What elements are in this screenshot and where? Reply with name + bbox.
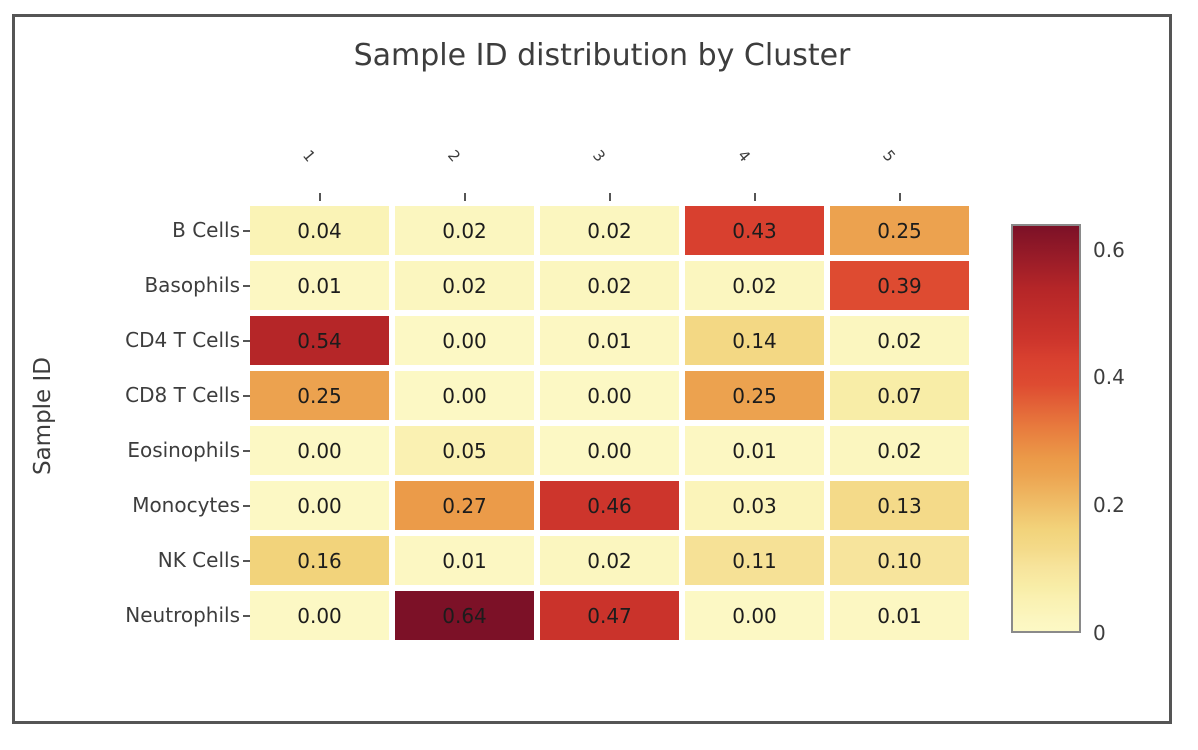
y-tick-mark xyxy=(243,449,250,452)
colorbar-tick-label: 0.4 xyxy=(1093,365,1125,390)
x-tick-mark xyxy=(608,193,611,201)
y-tick-mark xyxy=(243,614,250,617)
heatmap-cell: 0.39 xyxy=(830,261,969,310)
y-tick-label: CD8 T Cells xyxy=(125,383,240,407)
x-tick-mark xyxy=(753,193,756,201)
heatmap-cell: 0.25 xyxy=(250,371,389,420)
heatmap-cell: 0.46 xyxy=(540,481,679,530)
heatmap-cell: 0.02 xyxy=(395,261,534,310)
y-tick-label: CD4 T Cells xyxy=(125,328,240,352)
heatmap-cell: 0.00 xyxy=(250,591,389,640)
x-tick-mark xyxy=(463,193,466,201)
heatmap-cell: 0.00 xyxy=(540,371,679,420)
heatmap-cell: 0.02 xyxy=(395,206,534,255)
heatmap-cell: 0.01 xyxy=(685,426,824,475)
y-tick-mark xyxy=(243,339,250,342)
heatmap-cell: 0.01 xyxy=(830,591,969,640)
y-tick-label: Neutrophils xyxy=(125,603,240,627)
heatmap-cell: 0.54 xyxy=(250,316,389,365)
heatmap-cell: 0.27 xyxy=(395,481,534,530)
heatmap-cell: 0.02 xyxy=(540,536,679,585)
heatmap-cell: 0.03 xyxy=(685,481,824,530)
heatmap-cell: 0.25 xyxy=(685,371,824,420)
heatmap-cell: 0.01 xyxy=(540,316,679,365)
chart-title: Sample ID distribution by Cluster xyxy=(353,38,851,73)
heatmap-cell: 0.10 xyxy=(830,536,969,585)
heatmap-cell: 0.00 xyxy=(540,426,679,475)
colorbar xyxy=(1011,224,1081,633)
y-tick-mark xyxy=(243,504,250,507)
heatmap-cell: 0.01 xyxy=(250,261,389,310)
heatmap-cell: 0.02 xyxy=(830,426,969,475)
y-tick-label: NK Cells xyxy=(157,548,240,572)
y-tick-label: B Cells xyxy=(172,218,240,242)
y-tick-label: Basophils xyxy=(144,273,240,297)
heatmap-cell: 0.01 xyxy=(395,536,534,585)
heatmap-cell: 0.00 xyxy=(685,591,824,640)
heatmap-cell: 0.02 xyxy=(830,316,969,365)
y-tick-label: Eosinophils xyxy=(127,438,240,462)
y-tick-mark xyxy=(243,559,250,562)
heatmap-cell: 0.64 xyxy=(395,591,534,640)
heatmap-cell: 0.00 xyxy=(395,371,534,420)
heatmap-cell: 0.13 xyxy=(830,481,969,530)
heatmap-cell: 0.00 xyxy=(250,481,389,530)
heatmap-cell: 0.05 xyxy=(395,426,534,475)
x-tick-mark xyxy=(318,193,321,201)
heatmap-cell: 0.47 xyxy=(540,591,679,640)
heatmap-cell: 0.02 xyxy=(540,261,679,310)
colorbar-tick-label: 0.2 xyxy=(1093,493,1125,518)
colorbar-tick-label: 0 xyxy=(1093,621,1106,645)
x-tick-mark xyxy=(898,193,901,201)
heatmap-cell: 0.02 xyxy=(540,206,679,255)
heatmap-cell: 0.25 xyxy=(830,206,969,255)
heatmap-cell: 0.16 xyxy=(250,536,389,585)
y-tick-mark xyxy=(243,229,250,232)
heatmap-cell: 0.02 xyxy=(685,261,824,310)
heatmap-cell: 0.14 xyxy=(685,316,824,365)
y-tick-mark xyxy=(243,394,250,397)
heatmap-cell: 0.04 xyxy=(250,206,389,255)
heatmap-cell: 0.43 xyxy=(685,206,824,255)
heatmap-cell: 0.11 xyxy=(685,536,824,585)
heatmap-cell: 0.00 xyxy=(395,316,534,365)
y-tick-mark xyxy=(243,284,250,287)
heatmap-cell: 0.07 xyxy=(830,371,969,420)
y-tick-label: Monocytes xyxy=(132,493,240,517)
colorbar-tick-label: 0.6 xyxy=(1093,237,1125,262)
heatmap-cell: 0.00 xyxy=(250,426,389,475)
